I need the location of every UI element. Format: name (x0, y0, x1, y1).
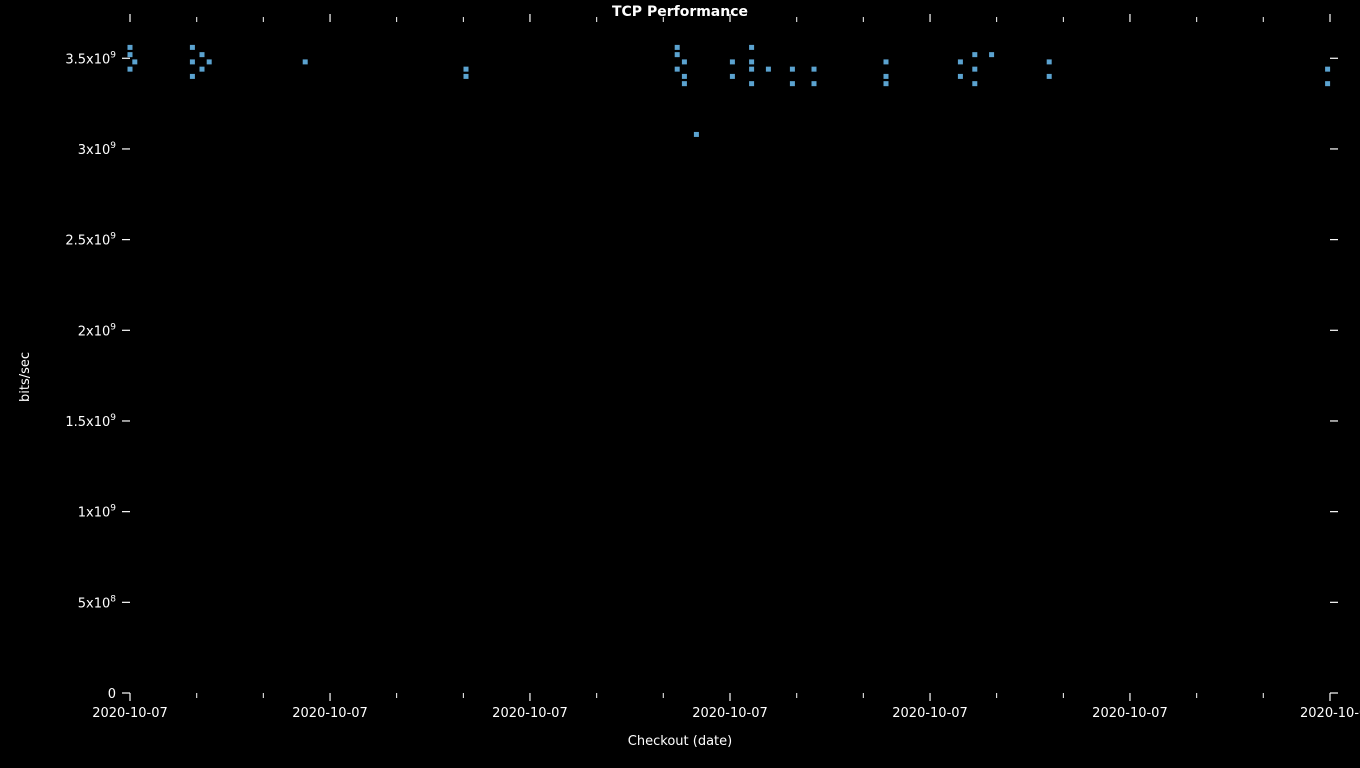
scatter-point (200, 67, 205, 72)
scatter-point (464, 74, 469, 79)
scatter-point (464, 67, 469, 72)
scatter-point (812, 81, 817, 86)
tcp-performance-chart: TCP Performance bits/sec Checkout (date)… (0, 0, 1360, 768)
y-tick-label: 2.5x109 (65, 232, 116, 249)
y-tick-label: 1x109 (78, 504, 117, 521)
scatter-point (682, 74, 687, 79)
scatter-point (790, 81, 795, 86)
scatter-point (1325, 81, 1330, 86)
scatter-point (132, 59, 137, 64)
scatter-point (128, 45, 133, 50)
scatter-point (682, 59, 687, 64)
scatter-point (972, 52, 977, 57)
scatter-point (749, 45, 754, 50)
x-tick-label: 2020-10-07 (692, 706, 768, 721)
y-tick-label: 1.5x109 (65, 413, 116, 430)
y-tick-label: 2x109 (78, 322, 117, 339)
scatter-point (128, 67, 133, 72)
scatter-point (675, 52, 680, 57)
x-tick-label: 2020-10-07 (492, 706, 568, 721)
x-tick-label: 2020-10-07 (292, 706, 368, 721)
scatter-point (694, 132, 699, 137)
chart-canvas: 0 5x108 1x109 1.5x109 2x109 2.5x109 3x109 3.5x1… (0, 0, 1360, 768)
y-tick-label: 3x109 (78, 141, 117, 158)
scatter-point (766, 67, 771, 72)
scatter-point (200, 52, 205, 57)
scatter-point (972, 67, 977, 72)
scatter-point (884, 59, 889, 64)
scatter-point (1047, 74, 1052, 79)
scatter-point (190, 45, 195, 50)
scatter-point (989, 52, 994, 57)
scatter-point (884, 81, 889, 86)
scatter-point (675, 45, 680, 50)
scatter-point (749, 81, 754, 86)
scatter-point (190, 59, 195, 64)
scatter-point (1325, 67, 1330, 72)
scatter-point (675, 67, 680, 72)
scatter-point (1047, 59, 1052, 64)
scatter-point (958, 74, 963, 79)
scatter-point (958, 59, 963, 64)
scatter-point (682, 81, 687, 86)
scatter-point (972, 81, 977, 86)
x-tick-label: 2020-10-0 (1300, 706, 1360, 721)
scatter-point (730, 74, 735, 79)
scatter-point (790, 67, 795, 72)
x-tick-label: 2020-10-07 (1092, 706, 1168, 721)
scatter-point (749, 67, 754, 72)
scatter-point (207, 59, 212, 64)
scatter-point (812, 67, 817, 72)
scatter-point (749, 59, 754, 64)
scatter-point (128, 52, 133, 57)
x-tick-label: 2020-10-07 (892, 706, 968, 721)
y-tick-label: 0 (108, 687, 116, 702)
scatter-point (190, 74, 195, 79)
y-tick-label: 3.5x109 (65, 50, 116, 67)
scatter-point (884, 74, 889, 79)
y-tick-label: 5x108 (78, 594, 117, 611)
scatter-point (303, 59, 308, 64)
x-tick-label: 2020-10-07 (92, 706, 168, 721)
scatter-point (730, 59, 735, 64)
